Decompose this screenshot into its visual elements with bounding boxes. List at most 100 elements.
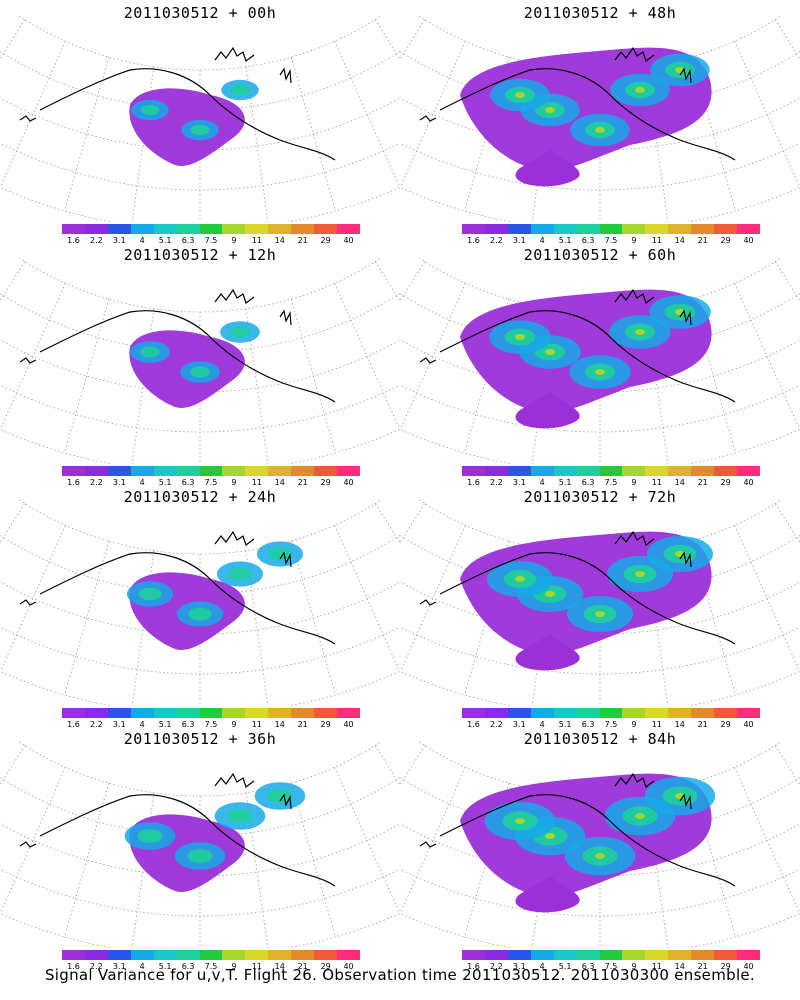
forecast-panel-72h: 2011030512 + 72h 1.6 2.2 3.1 4 5.1 6.3 7.5 9 11 1… [400, 484, 800, 729]
variance-field [126, 541, 304, 650]
colorbar-swatch [462, 950, 485, 960]
panel-title: 2011030512 + 36h [123, 730, 277, 748]
colorbar-tick-label: 3.1 [512, 236, 526, 245]
colorbar-swatch [576, 950, 600, 960]
colorbar-tick-label: 14 [274, 720, 285, 729]
colorbar-swatch [84, 708, 108, 718]
colorbar-swatch [691, 950, 715, 960]
colorbar-tick-label: 14 [274, 962, 285, 971]
colorbar-tick-label: 1.6 [467, 962, 480, 971]
colorbar-tick-label: 3.1 [112, 478, 126, 487]
colorbar-tick-label: 5.1 [558, 720, 572, 729]
colorbar-tick-label: 1.6 [67, 720, 80, 729]
colorbar-swatch [222, 708, 246, 718]
colorbar-tick-label: 6.3 [181, 720, 195, 729]
colorbar-swatch [245, 708, 269, 718]
colorbar-tick-label: 1.6 [67, 478, 80, 487]
colorbar-tick-label: 11 [651, 962, 662, 971]
colorbar-swatch [153, 950, 177, 960]
colorbar-swatch [176, 224, 200, 234]
colorbar-swatch [668, 466, 692, 476]
colorbar-tick-label: 3.1 [112, 962, 126, 971]
colorbar-swatch [645, 950, 669, 960]
variance-field [129, 79, 259, 166]
colorbar-tick-label: 21 [297, 720, 308, 729]
colorbar-swatch [176, 708, 200, 718]
colorbar-tick-label: 14 [274, 236, 285, 245]
colorbar-swatch [645, 466, 669, 476]
colorbar-tick-label: 21 [697, 478, 708, 487]
variance-field [460, 47, 712, 187]
colorbar-swatch [291, 466, 315, 476]
colorbar-swatch [645, 224, 669, 234]
map-projection [400, 741, 800, 948]
colorbar-tick-label: 29 [720, 478, 731, 487]
colorbar-swatch [199, 708, 223, 718]
colorbar-tick-label: 5.1 [158, 236, 172, 245]
colorbar-swatch [530, 708, 554, 718]
colorbar-swatch [107, 950, 131, 960]
colorbar-tick-label: 4 [539, 236, 545, 245]
colorbar-tick-label: 7.5 [204, 720, 218, 729]
colorbar-tick-label: 6.3 [181, 962, 195, 971]
colorbar-tick-label: 6.3 [581, 962, 595, 971]
colorbar-tick-label: 2.2 [490, 236, 503, 245]
colorbar-tick-label: 40 [343, 720, 354, 729]
colorbar-tick-label: 9 [631, 720, 637, 729]
colorbar-swatch [599, 950, 623, 960]
colorbar-tick-label: 7.5 [604, 236, 618, 245]
colorbar-tick-label: 9 [631, 962, 637, 971]
colorbar-tick-label: 5.1 [558, 236, 572, 245]
colorbar-labels: 1.6 2.2 3.1 4 5.1 6.3 7.5 9 11 14 21 29 40 [462, 720, 760, 730]
colorbar-swatch [107, 708, 131, 718]
colorbar-swatch [84, 466, 108, 476]
colorbar-swatch [199, 224, 223, 234]
colorbar-labels: 1.6 2.2 3.1 4 5.1 6.3 7.5 9 11 14 21 29 40 [462, 236, 760, 246]
colorbar-swatch [199, 466, 223, 476]
colorbar-tick-label: 14 [274, 478, 285, 487]
colorbar-tick-label: 6.3 [581, 720, 595, 729]
colorbar-swatch [737, 466, 760, 476]
colorbar [62, 950, 360, 960]
colorbar-tick-label: 1.6 [467, 478, 480, 487]
colorbar-tick-label: 2.2 [90, 720, 103, 729]
colorbar-swatch [314, 950, 338, 960]
colorbar-tick-label: 4 [539, 962, 545, 971]
colorbar-swatch [622, 950, 646, 960]
colorbar-labels: 1.6 2.2 3.1 4 5.1 6.3 7.5 9 11 14 21 29 40 [62, 236, 360, 246]
panel-title: 2011030512 + 60h [523, 246, 677, 264]
colorbar-tick-label: 21 [697, 720, 708, 729]
colorbar-swatch [484, 708, 508, 718]
colorbar-tick-label: 3.1 [512, 720, 526, 729]
forecast-panel-12h: 2011030512 + 12h 1.6 2.2 3.1 4 5.1 6.3 7.5 9 11 1… [0, 242, 400, 487]
colorbar-tick-label: 5.1 [558, 962, 572, 971]
colorbar-labels: 1.6 2.2 3.1 4 5.1 6.3 7.5 9 11 14 21 29 40 [462, 962, 760, 972]
panel-title: 2011030512 + 84h [523, 730, 677, 748]
colorbar-swatch [245, 224, 269, 234]
figure-caption: Signal Variance for u,v,T. Flight 26. Ob… [44, 966, 756, 984]
colorbar-tick-label: 7.5 [604, 962, 618, 971]
colorbar-swatch [737, 224, 760, 234]
colorbar-swatch [199, 950, 223, 960]
colorbar-swatch [62, 708, 85, 718]
forecast-panel-60h: 2011030512 + 60h 1.6 2.2 3.1 4 5.1 6.3 7.5 9 11 1… [400, 242, 800, 487]
colorbar-tick-label: 21 [697, 962, 708, 971]
colorbar-tick-label: 29 [720, 962, 731, 971]
variance-field [460, 289, 712, 429]
colorbar-swatch [314, 708, 338, 718]
map-projection [0, 499, 400, 706]
variance-field [129, 321, 260, 408]
coastline [19, 288, 336, 403]
colorbar-swatch [84, 950, 108, 960]
colorbar-swatch [484, 466, 508, 476]
colorbar-swatch [176, 466, 200, 476]
colorbar-tick-label: 14 [674, 236, 685, 245]
colorbar-swatch [622, 466, 646, 476]
colorbar-tick-label: 14 [674, 962, 685, 971]
colorbar-swatch [691, 466, 715, 476]
colorbar-swatch [599, 708, 623, 718]
colorbar-swatch [245, 466, 269, 476]
colorbar-swatch [507, 708, 531, 718]
colorbar-tick-label: 6.3 [181, 236, 195, 245]
colorbar-swatch [337, 950, 360, 960]
